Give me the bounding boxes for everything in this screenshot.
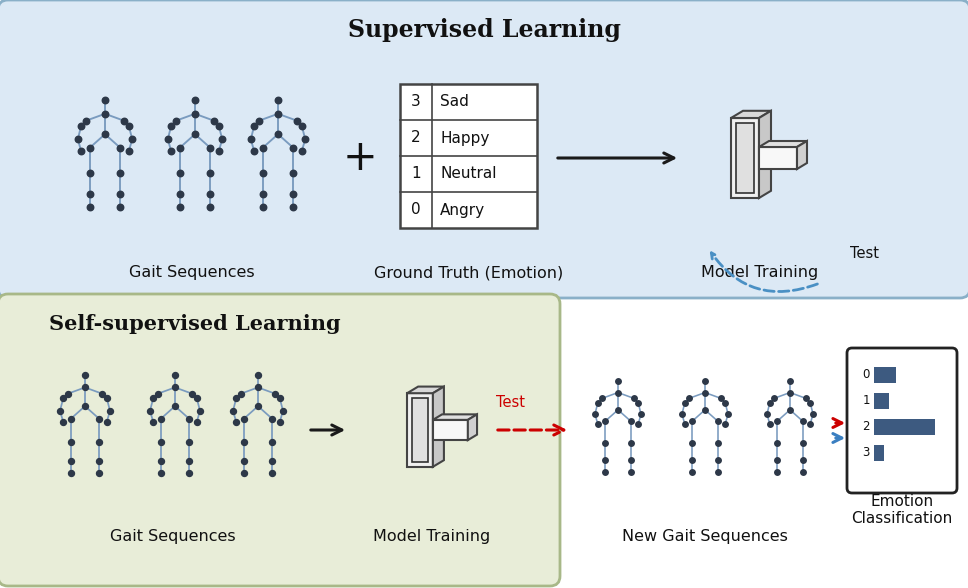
Text: Happy: Happy <box>440 131 490 145</box>
Polygon shape <box>731 111 771 118</box>
Polygon shape <box>433 420 468 440</box>
Text: 3: 3 <box>411 95 421 109</box>
Text: 3: 3 <box>862 446 870 459</box>
Polygon shape <box>408 386 444 393</box>
Text: Gait Sequences: Gait Sequences <box>129 266 255 280</box>
Text: Test: Test <box>496 395 525 410</box>
Text: Model Training: Model Training <box>702 266 819 280</box>
Polygon shape <box>759 147 797 169</box>
FancyBboxPatch shape <box>847 348 957 493</box>
Polygon shape <box>797 141 807 169</box>
Text: Test: Test <box>850 246 879 260</box>
Text: Ground Truth (Emotion): Ground Truth (Emotion) <box>374 266 563 280</box>
Bar <box>874 367 895 383</box>
Polygon shape <box>759 141 807 147</box>
FancyBboxPatch shape <box>0 294 560 586</box>
Polygon shape <box>408 393 433 467</box>
Text: Gait Sequences: Gait Sequences <box>110 529 236 543</box>
Text: Emotion
Classification: Emotion Classification <box>852 494 953 526</box>
Text: 2: 2 <box>411 131 421 145</box>
Bar <box>874 445 884 461</box>
Text: New Gait Sequences: New Gait Sequences <box>622 529 788 543</box>
Text: 0: 0 <box>862 369 870 382</box>
Polygon shape <box>411 398 428 462</box>
Polygon shape <box>731 118 759 198</box>
Polygon shape <box>468 415 477 440</box>
Bar <box>874 419 935 435</box>
Text: 0: 0 <box>411 202 421 218</box>
Polygon shape <box>736 123 754 193</box>
Text: Angry: Angry <box>440 202 485 218</box>
Text: Model Training: Model Training <box>374 529 491 543</box>
Text: 1: 1 <box>411 166 421 182</box>
Text: 2: 2 <box>862 420 870 433</box>
Text: 1: 1 <box>862 395 870 407</box>
Text: +: + <box>343 137 378 179</box>
Polygon shape <box>433 415 477 420</box>
Bar <box>874 393 889 409</box>
Polygon shape <box>759 111 771 198</box>
Text: Supervised Learning: Supervised Learning <box>348 18 620 42</box>
Text: Sad: Sad <box>440 95 469 109</box>
Text: Neutral: Neutral <box>440 166 497 182</box>
Text: Self-supervised Learning: Self-supervised Learning <box>49 314 341 334</box>
Polygon shape <box>433 386 444 467</box>
Bar <box>400 84 537 228</box>
FancyBboxPatch shape <box>0 0 968 298</box>
